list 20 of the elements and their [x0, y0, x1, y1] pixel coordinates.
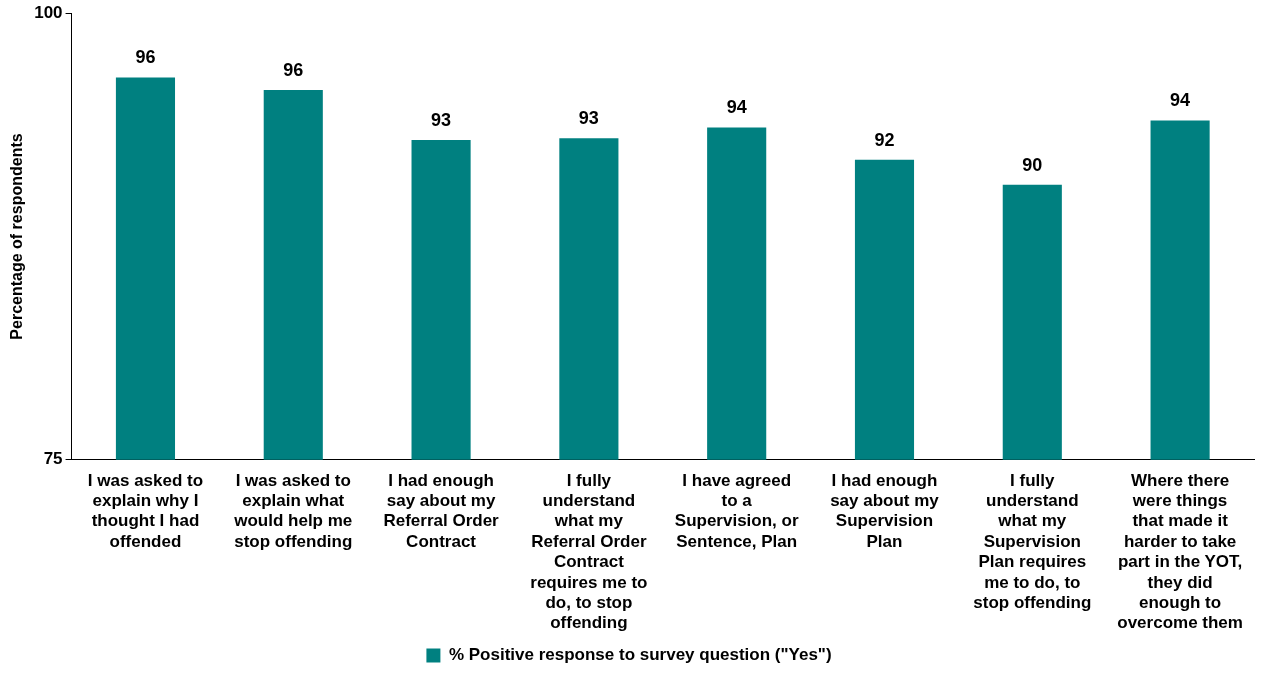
x-tick-label: I fully understand what my Supervision Plan requires me to do, to stop offending — [973, 470, 1092, 613]
data-label: 93 — [578, 108, 599, 129]
data-label: 94 — [1170, 90, 1191, 111]
x-tick-label: I have agreed to a Supervision, or Sentence, Plan — [674, 470, 799, 551]
x-tick-label: I had enough say about my Referral Order Contract — [383, 470, 500, 551]
y-tick-label: 100 — [34, 2, 63, 22]
x-tick-label: I had enough say about my Supervision Plan — [830, 470, 940, 551]
data-label: 93 — [431, 110, 452, 130]
x-tick-label: I was asked to explain why I thought I had offended — [87, 470, 204, 551]
data-label: 96 — [283, 59, 304, 80]
data-label: 92 — [874, 129, 895, 150]
data-label: 96 — [135, 47, 156, 68]
x-tick-label: Where there were things that made it harder to take part in the YOT, they did enough to overcome them — [1117, 470, 1243, 633]
data-label: 94 — [726, 97, 747, 118]
y-tick-label: 75 — [43, 449, 63, 469]
y-axis-title: Percentage of respondents — [8, 133, 26, 340]
legend-label: % Positive response to survey question ("Yes") — [448, 645, 832, 665]
x-tick-label: I fully understand what my Referral Order Contract requires me to do, to stop offending — [530, 470, 648, 633]
x-tick-label: I was asked to explain what would help me stop offending — [233, 470, 353, 551]
data-label: 90 — [1022, 154, 1043, 175]
